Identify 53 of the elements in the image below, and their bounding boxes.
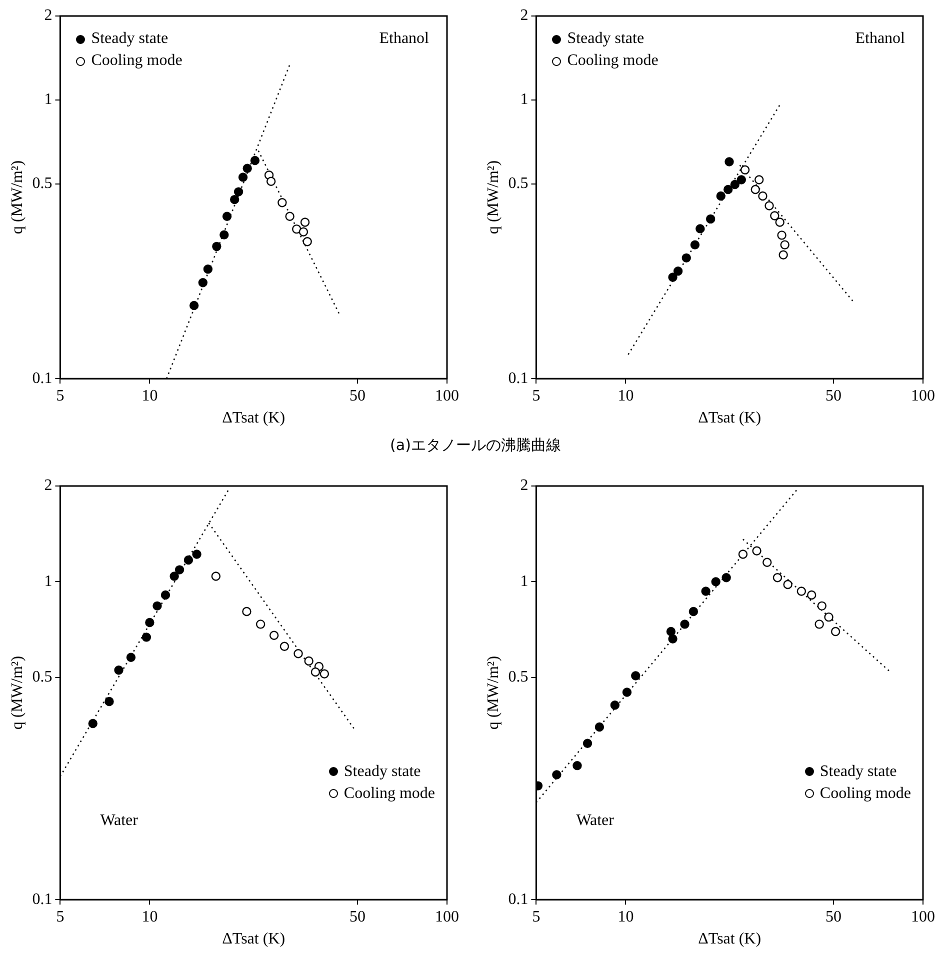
x-tick-label: 10 xyxy=(142,387,158,404)
x-tick-label: 5 xyxy=(532,908,540,926)
x-axis-title: ΔTsat (K) xyxy=(222,410,286,427)
y-axis-title: q (MW/m²) xyxy=(8,160,26,234)
x-tick-label: 10 xyxy=(618,387,634,404)
legend-label: Steady state xyxy=(91,30,168,47)
y-tick-label: 0.5 xyxy=(32,175,52,192)
y-tick-label: 0.1 xyxy=(32,890,52,908)
x-tick-label: 50 xyxy=(826,387,842,404)
x-tick-label: 100 xyxy=(911,387,935,404)
annotation: Water xyxy=(100,812,138,830)
x-tick-label: 100 xyxy=(435,387,459,404)
legend-label: Steady state xyxy=(344,762,421,780)
x-tick-label: 5 xyxy=(56,908,64,926)
annotation: Ethanol xyxy=(855,30,905,48)
y-tick-label: 2 xyxy=(44,477,52,494)
x-tick-label: 5 xyxy=(56,387,64,404)
legend-label: Steady state xyxy=(820,762,897,780)
x-axis-title: ΔTsat (K) xyxy=(698,410,762,427)
legend-label: Cooling mode xyxy=(820,784,911,802)
x-tick-label: 50 xyxy=(350,387,366,404)
x-tick-label: 50 xyxy=(826,908,842,926)
legend-label: Cooling mode xyxy=(91,52,182,69)
x-tick-label: 10 xyxy=(618,908,634,926)
y-tick-label: 2 xyxy=(44,7,52,24)
legend-label: Cooling mode xyxy=(344,784,435,802)
y-axis-title: q (MW/m²) xyxy=(8,656,26,730)
y-tick-label: 1 xyxy=(520,91,528,108)
text: (a)エタノールの沸騰曲線 xyxy=(389,436,562,455)
y-tick-label: 0.5 xyxy=(508,668,528,686)
y-tick-label: 1 xyxy=(520,572,528,590)
y-tick-label: 1 xyxy=(44,91,52,108)
y-tick-label: 0.1 xyxy=(508,370,528,387)
legend-label: Cooling mode xyxy=(567,52,658,69)
y-tick-label: 0.5 xyxy=(32,668,52,686)
y-tick-label: 0.1 xyxy=(508,890,528,908)
y-tick-label: 0.1 xyxy=(32,370,52,387)
x-tick-label: 100 xyxy=(435,908,459,926)
x-tick-label: 100 xyxy=(911,908,935,926)
y-tick-label: 0.5 xyxy=(508,175,528,192)
annotation: Water xyxy=(576,812,614,830)
x-axis-title: ΔTsat (K) xyxy=(698,930,762,948)
y-tick-label: 2 xyxy=(520,7,528,24)
legend-label: Steady state xyxy=(567,30,644,47)
x-tick-label: 10 xyxy=(142,908,158,926)
y-axis-title: q (MW/m²) xyxy=(484,656,502,730)
x-axis-title: ΔTsat (K) xyxy=(222,930,286,948)
x-tick-label: 5 xyxy=(532,387,540,404)
annotation: Ethanol xyxy=(379,30,429,48)
y-tick-label: 2 xyxy=(520,477,528,494)
y-tick-label: 1 xyxy=(44,572,52,590)
x-tick-label: 50 xyxy=(350,908,366,926)
y-axis-title: q (MW/m²) xyxy=(484,160,502,234)
